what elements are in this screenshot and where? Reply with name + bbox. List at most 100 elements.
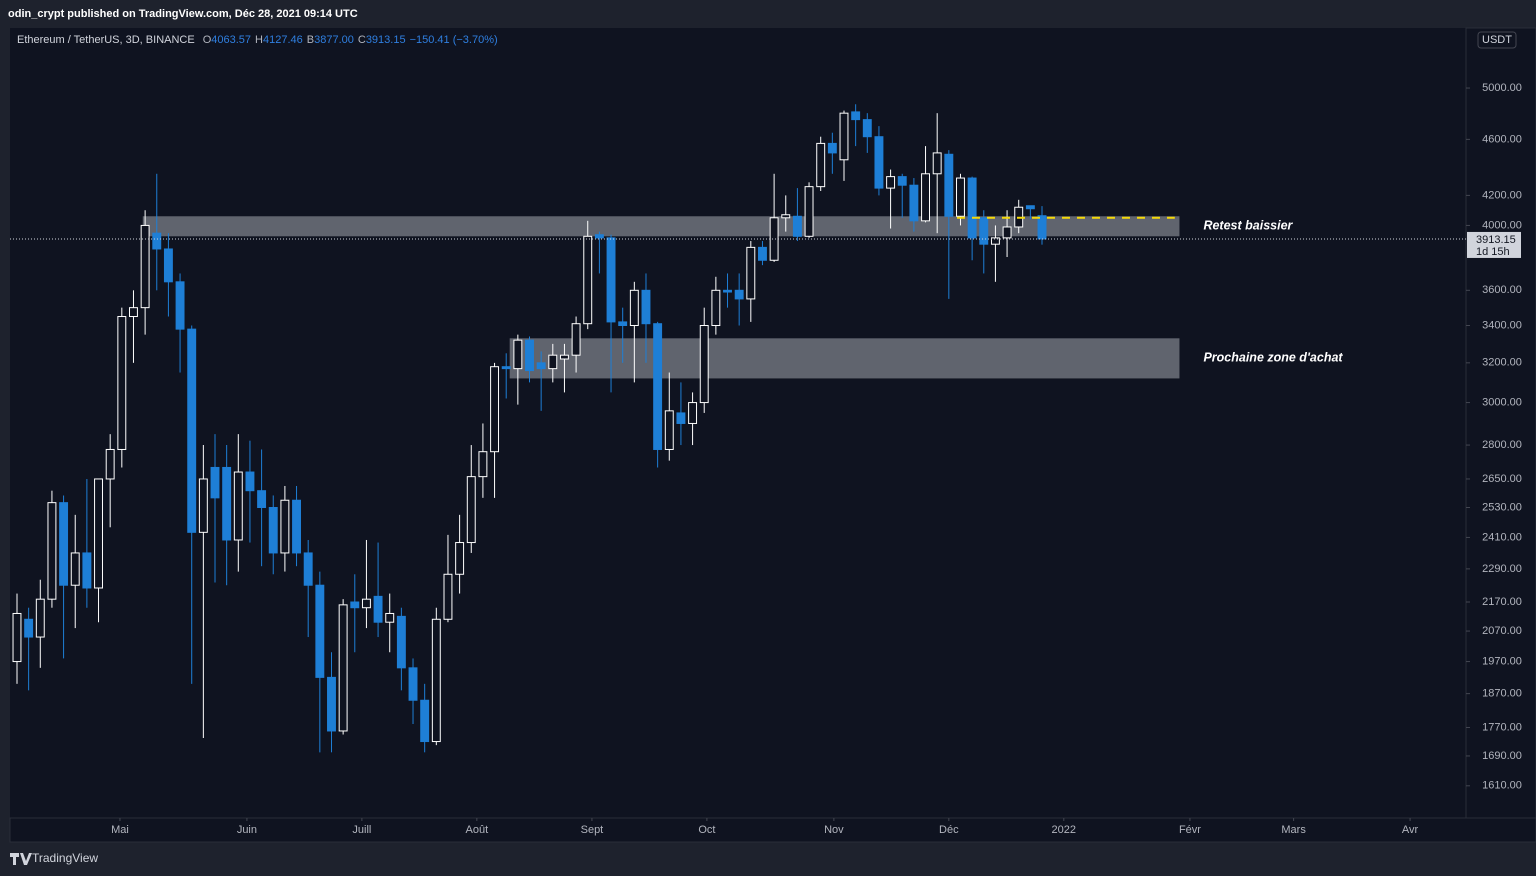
candle-body <box>827 142 837 154</box>
ohlc-key: C <box>358 34 366 46</box>
candle-body <box>12 612 22 663</box>
candle-body <box>455 542 465 575</box>
x-tick-label: Juill <box>352 824 371 836</box>
zone <box>509 338 1180 379</box>
candle-body <box>408 667 418 701</box>
candle-body <box>490 366 500 453</box>
candle-body <box>548 354 558 370</box>
candle-body <box>734 289 744 300</box>
zone <box>142 216 1180 237</box>
candle-body <box>443 573 453 620</box>
candle-body <box>70 552 80 586</box>
last-price-box <box>1467 231 1521 258</box>
candle-body <box>466 476 476 544</box>
zone-label: Retest baissier <box>1203 219 1293 233</box>
candle-body <box>268 506 278 554</box>
candle-body <box>245 471 255 492</box>
x-tick-label: Sept <box>581 824 604 836</box>
countdown: 1d 15h <box>1476 246 1510 258</box>
last-price-label: 3913.15 <box>1476 234 1516 246</box>
candle-body <box>956 177 965 217</box>
candle-body <box>59 502 69 586</box>
candle-body <box>1002 226 1012 239</box>
y-tick-label: 1970.00 <box>1482 655 1522 667</box>
x-tick-label: Mars <box>1281 824 1306 836</box>
y-tick-label: 1610.00 <box>1482 780 1522 792</box>
candle-body <box>862 119 872 138</box>
candle-body <box>396 615 406 669</box>
ohlc-key: B <box>307 34 314 46</box>
candle-body <box>944 153 954 217</box>
x-tick-label: Nov <box>824 824 844 836</box>
candle-body <box>641 289 651 325</box>
candle-body <box>257 490 267 508</box>
y-tick-label: 1690.00 <box>1482 750 1522 762</box>
candle-body <box>129 307 138 318</box>
x-tick-label: Févr <box>1179 824 1201 836</box>
candle-body <box>117 316 127 450</box>
brand-logo <box>10 853 32 865</box>
currency-box[interactable] <box>1477 31 1517 49</box>
candle-body <box>361 598 371 609</box>
currency[interactable]: USDT <box>1482 34 1512 46</box>
symbol: Ethereum / TetherUS, 3D, BINANCE <box>17 34 195 46</box>
y-tick-label: 2650.00 <box>1482 473 1522 485</box>
candle-body <box>327 676 336 732</box>
plot-area <box>10 28 1466 818</box>
candle-body <box>559 354 569 360</box>
candle-body <box>338 604 348 732</box>
x-tick-label: 2022 <box>1052 824 1076 836</box>
candle-body <box>874 136 884 189</box>
candle-body <box>292 499 302 554</box>
y-tick-label: 2290.00 <box>1482 563 1522 575</box>
ohlc-key: H <box>255 34 263 46</box>
candle-body <box>152 232 162 250</box>
candle-body <box>967 177 977 239</box>
candle-body <box>629 289 639 327</box>
candle-body <box>35 598 45 638</box>
candle-body <box>839 112 849 161</box>
x-tick-label: Déc <box>939 824 959 836</box>
candle-body <box>513 339 523 370</box>
candle-body <box>781 214 791 219</box>
candle-body <box>618 321 628 327</box>
y-tick-label: 2410.00 <box>1482 531 1522 543</box>
candle-body <box>222 466 232 541</box>
candle-body <box>187 328 197 533</box>
y-tick-label: 3400.00 <box>1482 319 1522 331</box>
ohlc-value: 3913.15 <box>366 34 406 46</box>
candle-body <box>792 215 802 237</box>
candle-body <box>711 289 721 327</box>
candle-body <box>769 217 779 261</box>
y-tick-label: 3000.00 <box>1482 396 1522 408</box>
candle-body <box>676 412 686 424</box>
candle-body <box>385 612 395 623</box>
ohlc-value: 4127.46 <box>263 34 303 46</box>
y-tick-label: 4600.00 <box>1482 133 1522 145</box>
candle-body <box>105 448 115 480</box>
candle-body <box>303 552 313 586</box>
candle-body <box>175 281 185 330</box>
candle-body <box>525 339 534 372</box>
y-tick-label: 1870.00 <box>1482 688 1522 700</box>
candle-body <box>746 246 756 300</box>
change: −150.41 (−3.70%) <box>410 34 498 46</box>
candle-body <box>594 234 604 239</box>
candle-body <box>909 184 919 222</box>
y-tick-label: 4200.00 <box>1482 189 1522 201</box>
candle-body <box>420 699 430 743</box>
y-tick-label: 2530.00 <box>1482 501 1522 513</box>
y-tick-label: 1770.00 <box>1482 721 1522 733</box>
legend: Ethereum / TetherUS, 3D, BINANCE O4063.57… <box>17 34 498 46</box>
candle-body <box>921 173 930 222</box>
candle-body <box>24 618 34 638</box>
candle-body <box>140 224 150 309</box>
x-tick-label: Avr <box>1402 824 1419 836</box>
candle-body <box>82 552 92 589</box>
candle-body <box>699 325 709 404</box>
candle-body <box>198 478 208 533</box>
candle-body <box>431 618 441 743</box>
x-tick-label: Oct <box>698 824 715 836</box>
